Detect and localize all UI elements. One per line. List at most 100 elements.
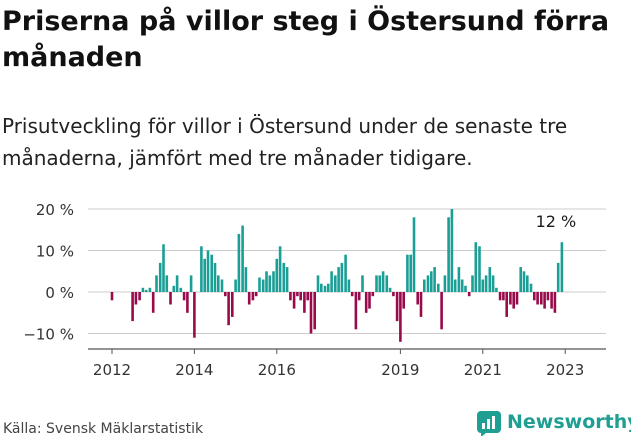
bar — [426, 275, 430, 292]
bar — [368, 292, 371, 309]
bar — [285, 267, 289, 292]
bar — [385, 275, 389, 292]
bar — [433, 267, 436, 292]
y-tick-label: 10 % — [36, 243, 74, 261]
bar — [560, 242, 564, 292]
bar — [241, 225, 244, 292]
bar — [484, 275, 488, 292]
bar — [237, 233, 241, 292]
bars — [110, 209, 564, 342]
bar — [491, 275, 495, 292]
bar — [488, 267, 492, 292]
bar — [334, 275, 337, 292]
bar — [464, 285, 467, 292]
bar — [536, 292, 539, 305]
bar-chart: −10 % 0 % 10 % 20 % 2012 2014 2016 2019 2021 202… — [23, 201, 606, 379]
bar — [155, 275, 158, 292]
bar — [134, 292, 138, 305]
bar — [224, 292, 227, 297]
bar — [550, 292, 553, 309]
x-tick-label: 2016 — [258, 361, 296, 379]
bar — [203, 258, 206, 292]
bar — [474, 242, 478, 292]
bar — [543, 292, 546, 309]
bar — [327, 283, 330, 292]
bar — [553, 292, 557, 313]
y-tick-label: −10 % — [23, 326, 74, 344]
bar — [261, 279, 265, 292]
bar — [354, 292, 358, 330]
bar — [234, 279, 237, 292]
bar — [200, 246, 203, 292]
bar — [340, 262, 344, 292]
bar — [526, 275, 529, 292]
gridlines — [88, 208, 606, 334]
bar — [502, 292, 505, 301]
bar — [210, 254, 213, 292]
bar — [158, 262, 162, 292]
bar — [265, 271, 268, 293]
bar — [457, 267, 461, 292]
bar — [172, 285, 176, 292]
x-axis: 2012 2014 2016 2019 2021 2023 — [88, 348, 606, 379]
bar — [529, 283, 533, 292]
bar — [505, 292, 508, 317]
bar — [556, 262, 560, 292]
bar — [430, 271, 433, 293]
bar — [182, 292, 186, 301]
y-tick-label: 0 % — [45, 284, 74, 302]
bar — [481, 279, 485, 292]
bar — [423, 279, 426, 292]
bar — [299, 292, 302, 301]
bar — [443, 275, 447, 292]
newsworthy-logo-icon — [477, 411, 501, 436]
bar — [244, 267, 248, 292]
bar — [296, 292, 299, 297]
bar — [344, 254, 347, 292]
bar — [110, 292, 114, 301]
bar — [361, 275, 364, 292]
latest-value-annotation: 12 % — [536, 212, 577, 231]
bar — [206, 250, 210, 292]
bar — [381, 271, 385, 293]
bar — [162, 244, 165, 292]
y-axis-labels: −10 % 0 % 10 % 20 % — [23, 201, 74, 344]
x-tick-label: 2012 — [93, 361, 131, 379]
bar — [395, 292, 399, 322]
source-note: Källa: Svensk Mäklarstatistik — [3, 421, 204, 437]
bar — [330, 271, 333, 293]
bar — [392, 292, 395, 297]
bar — [357, 292, 361, 301]
bar — [546, 292, 550, 301]
bar — [409, 254, 412, 292]
chart-title: Priserna på villor steg i Östersund förr… — [2, 6, 610, 73]
bar — [303, 292, 306, 313]
bar — [515, 292, 519, 305]
bar — [406, 254, 409, 292]
bar — [292, 292, 296, 309]
bar — [251, 292, 255, 301]
bar — [231, 292, 234, 317]
x-tick-label: 2014 — [175, 361, 213, 379]
bar — [467, 292, 471, 297]
bar — [148, 287, 152, 292]
bar — [258, 277, 261, 292]
bar — [378, 275, 382, 292]
bar — [402, 292, 405, 309]
bar — [416, 292, 419, 305]
bar — [289, 292, 292, 301]
newsworthy-logo[interactable]: Newsworthy — [476, 410, 631, 436]
bar — [144, 289, 148, 292]
bar — [217, 275, 220, 292]
bar — [247, 292, 251, 305]
bar — [498, 292, 502, 301]
bar — [175, 275, 179, 292]
bar — [275, 258, 279, 292]
bar — [419, 292, 423, 317]
bar — [371, 292, 375, 297]
bar — [138, 292, 141, 301]
x-tick-label: 2021 — [464, 361, 502, 379]
bar — [313, 292, 316, 330]
bar — [189, 275, 193, 292]
bar — [282, 262, 286, 292]
